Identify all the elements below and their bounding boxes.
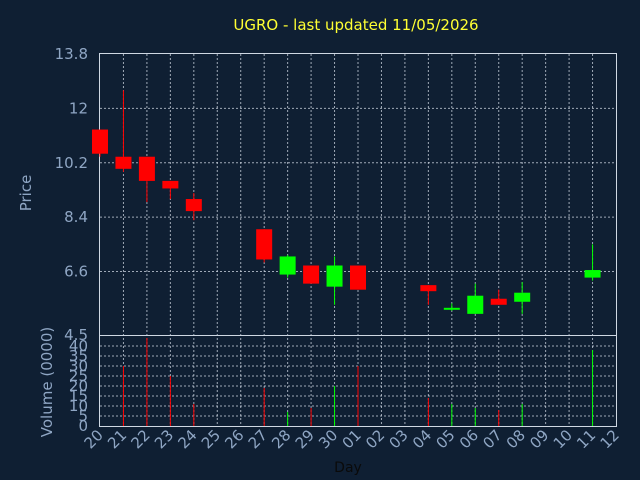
x-axis-label: Day [334,460,362,476]
price-tick-label: 6.6 [64,263,88,281]
candle-body [115,156,132,169]
candle-24 [185,192,202,221]
candle-06 [467,283,484,314]
candle-body [584,270,601,278]
candle-body [138,156,155,181]
candle-28 [279,254,296,278]
price-tick-label: 10.2 [55,154,88,172]
candles [92,90,601,314]
volume-tick-label: 40 [69,337,88,355]
candle-body [420,285,437,292]
volume-axis-label: Volume (0000) [38,327,56,437]
candle-body [185,199,202,212]
volume-bars [122,338,594,426]
volume-tick-label: 0 [78,417,88,435]
candle-body [490,298,507,305]
price-tick-label: 8.4 [64,208,88,226]
candle-01 [350,265,366,290]
volume-tick-label: 25 [69,367,88,385]
candle-05 [443,303,460,311]
candle-body [256,229,273,260]
candle-body [279,256,296,275]
candle-30 [326,256,343,305]
candle-22 [138,156,155,203]
price-tick-label: 13.8 [55,45,88,63]
candle-23 [162,180,179,200]
price-tick-label: 4.5 [64,326,88,344]
candle-body [92,129,108,154]
chart-title: UGRO - last updated 11/05/2026 [233,16,478,34]
candle-11 [584,244,601,281]
candle-body [443,307,460,310]
volume-tick-label: 10 [69,397,88,415]
volume-tick-label: 35 [69,347,88,365]
candle-08 [514,282,531,314]
candle-body [350,265,366,290]
volume-tick-label: 30 [69,357,88,375]
volume-tick-label: 15 [69,387,88,405]
candle-04 [420,285,437,305]
price-tick-labels: 13.8 12 10.2 8.4 6.6 4.5 [55,45,88,344]
volume-panel-frame [99,335,617,427]
price-axis-label: Price [17,175,35,212]
candle-21 [115,90,132,172]
candle-20 [92,129,108,157]
candle-27 [256,229,273,263]
candle-29 [303,265,320,284]
candle-body [514,292,531,302]
candle-body [326,265,343,287]
x-tick-labels: 2021222324252627282930010203040506070809… [81,426,623,452]
volume-tick-label: 20 [69,377,88,395]
volume-tick-label: 5 [78,407,88,425]
price-tick-label: 12 [69,99,88,117]
candle-body [467,295,484,314]
candle-body [303,265,320,284]
candle-body [162,180,179,189]
candle-07 [490,289,507,305]
